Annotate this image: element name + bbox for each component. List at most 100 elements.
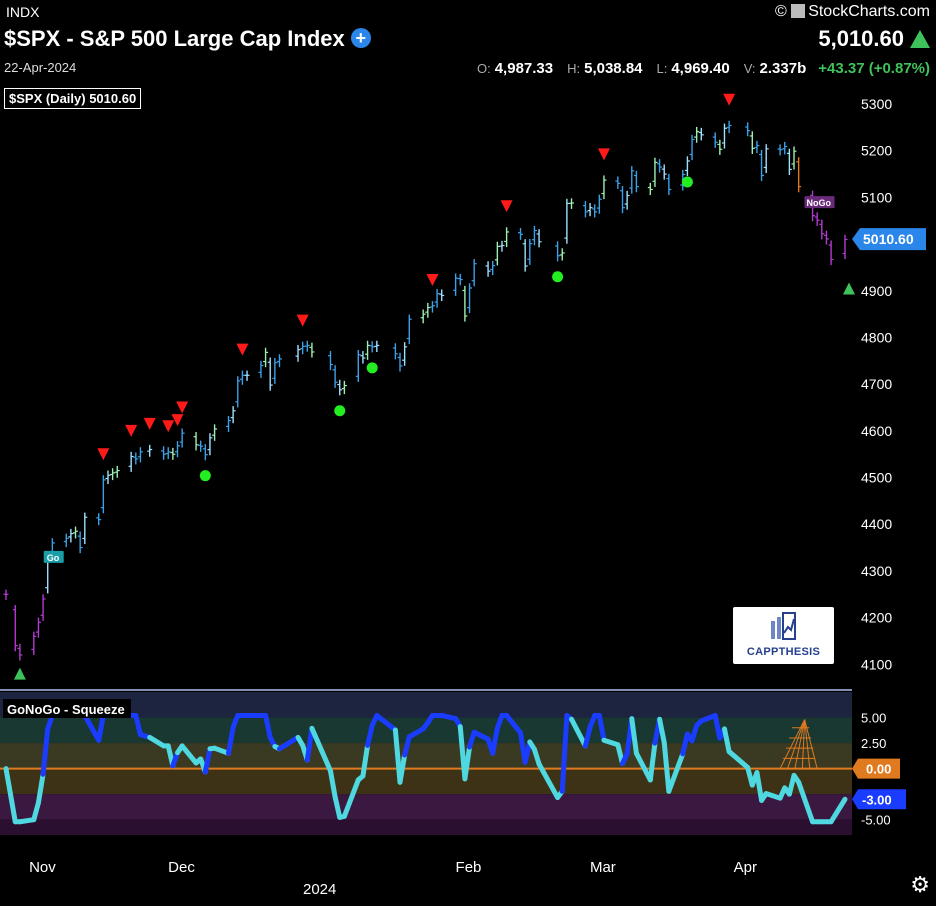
ohlc-value-0: 4,987.33 — [494, 60, 554, 77]
price-bar — [828, 240, 834, 266]
squeeze-segment — [661, 740, 672, 794]
price-bar — [819, 219, 825, 240]
price-bar — [596, 194, 602, 214]
squeeze-segment — [327, 768, 338, 800]
price-bar — [559, 248, 565, 261]
green-dot-marker — [366, 362, 378, 374]
price-bar — [536, 229, 542, 248]
price-bar — [814, 212, 820, 226]
x-tick-label-dec: Dec — [168, 859, 195, 876]
y-tick-label-5200: 5200 — [861, 143, 892, 159]
indicator-tick-5.00: 5.00 — [861, 711, 886, 726]
price-bar — [304, 340, 310, 352]
squeeze-segment — [633, 750, 653, 783]
ohlc-bar: O: 4,987.33 H: 5,038.84 L: 4,969.40 V: 2.337b +4… — [463, 60, 930, 77]
price-bar — [569, 198, 575, 209]
price-bar — [212, 424, 218, 441]
x-tick-label-mar: Mar — [590, 859, 616, 876]
y-tick-label-4400: 4400 — [861, 516, 892, 532]
price-bar — [518, 227, 524, 240]
symbol-title: $SPX - S&P 500 Large Cap Index — [4, 26, 345, 51]
price-bar — [494, 241, 500, 266]
squeeze-segment — [689, 722, 700, 744]
green-dot-marker — [552, 271, 564, 283]
price-bar — [272, 358, 278, 384]
squeeze-segment — [582, 724, 593, 749]
price-bar — [327, 351, 333, 371]
last-price: 5,010.60 — [818, 26, 904, 51]
indicator-tick-2.50: 2.50 — [861, 736, 886, 751]
indicator-last-tag-label: -3.00 — [862, 792, 892, 807]
price-bar — [309, 342, 315, 358]
price-bar — [587, 202, 593, 217]
squeeze-segment — [504, 712, 524, 736]
squeeze-zone — [0, 743, 852, 769]
price-bar — [624, 190, 630, 210]
squeeze-segment — [596, 712, 607, 743]
squeeze-segment — [462, 744, 473, 782]
logo-text: CAPPTHESIS — [746, 646, 821, 658]
price-bar — [230, 406, 236, 424]
x-tick-label-nov: Nov — [29, 859, 56, 876]
green-dot-marker — [681, 176, 693, 188]
price-bar — [110, 468, 116, 481]
exchange-label: INDX — [6, 4, 40, 20]
price-bar — [263, 347, 269, 368]
price-bar — [128, 451, 134, 472]
squeeze-zone — [0, 692, 852, 718]
squeeze-segment — [133, 712, 143, 738]
squeeze-segment — [40, 726, 51, 777]
price-bar — [555, 241, 561, 262]
price-bar — [3, 589, 9, 600]
price-bar — [147, 444, 153, 457]
price-bar — [175, 441, 181, 458]
price-bar — [652, 157, 658, 187]
red-sell-marker — [143, 417, 156, 430]
chart-series-label: $SPX (Daily) 5010.60 — [4, 88, 142, 109]
brand[interactable]: © StockCharts.com — [775, 3, 930, 21]
price-bar — [332, 365, 338, 388]
red-sell-marker — [597, 148, 610, 161]
price-bar — [485, 261, 491, 277]
indicator-title: GoNoGo - Squeeze — [7, 702, 125, 717]
price-bar — [601, 175, 607, 200]
price-bar — [295, 344, 301, 362]
price-bar — [726, 120, 732, 134]
price-bar — [77, 531, 83, 554]
price-bar — [522, 239, 528, 272]
price-bar — [504, 227, 510, 248]
price-bar — [355, 350, 361, 382]
price-bar — [82, 512, 88, 545]
squeeze-segment — [406, 726, 426, 740]
price-bar — [73, 526, 79, 539]
last-price-tag — [852, 228, 926, 251]
red-sell-marker — [97, 448, 110, 461]
price-bar — [63, 533, 69, 548]
add-icon[interactable]: + — [350, 28, 371, 48]
price-bar — [721, 123, 727, 149]
squeeze-segment — [647, 740, 658, 783]
squeeze-zone — [0, 819, 852, 835]
squeeze-segment — [754, 770, 765, 803]
squeeze-segment — [490, 725, 500, 756]
y-tick-label-5300: 5300 — [861, 96, 892, 112]
price-bar — [754, 140, 760, 154]
brand-name: StockCharts.com — [808, 3, 930, 20]
squeeze-segment — [202, 746, 213, 775]
ohlc-key-2: L: — [656, 61, 668, 76]
up-arrow-icon — [910, 30, 930, 48]
price-bar — [40, 594, 46, 621]
price-bar — [420, 309, 426, 324]
price-bar — [657, 159, 663, 173]
copyright-icon: © — [774, 3, 792, 20]
price-bar — [661, 164, 667, 180]
squeeze-segment — [467, 729, 477, 750]
price-bar — [161, 446, 167, 460]
green-up-marker — [13, 667, 26, 680]
gear-icon[interactable]: ⚙ — [910, 872, 930, 897]
price-bar — [267, 357, 273, 391]
squeeze-segment — [721, 726, 732, 755]
red-sell-marker — [426, 274, 439, 287]
price-bar — [133, 452, 139, 465]
